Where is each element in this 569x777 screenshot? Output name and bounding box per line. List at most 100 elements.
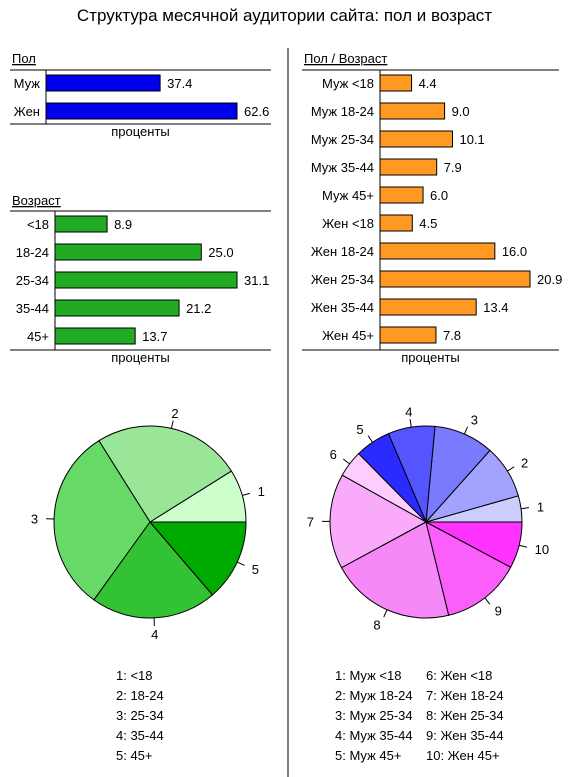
bar-category-label: Муж 18-24	[311, 104, 374, 119]
bar-value-label: 9.0	[452, 104, 470, 119]
bar	[379, 298, 477, 316]
legend-entry: 5: 45+	[116, 748, 153, 763]
pie-slice-label: 3	[471, 412, 478, 427]
bar-value-label: 7.8	[443, 328, 461, 343]
pie-slice-label: 5	[252, 562, 259, 577]
bar-category-label: Жен 18-24	[311, 244, 374, 259]
pie-slice	[340, 521, 450, 619]
bar-panel-0: Пол проценты Муж 37.4 Жен 62.6	[10, 51, 271, 139]
bar-value-label: 20.9	[537, 272, 562, 287]
bar-value-label: 7.9	[444, 160, 462, 175]
bar-value-label: 8.9	[114, 217, 132, 232]
pie-tick	[170, 420, 174, 429]
bar-category-label: Муж 35-44	[311, 160, 374, 175]
pie-slice	[53, 440, 151, 601]
legend-entry: 3: 25-34	[116, 708, 164, 723]
bar-value-label: 10.1	[459, 132, 484, 147]
pie-slice	[329, 474, 428, 569]
legend-entry: 4: 35-44	[116, 728, 164, 743]
bar-panel-1: Возраст проценты <18 8.9 18-24 25.0 25-34 31.1 3…	[10, 193, 271, 365]
legend-entry: 9: Жен 35-44	[426, 728, 504, 743]
bar-category-label: Жен 25-34	[311, 272, 374, 287]
bar-category-label: 45+	[27, 329, 49, 344]
pie-tick	[237, 561, 245, 566]
pie-slice-label: 8	[373, 617, 380, 632]
bar-value-label: 21.2	[186, 301, 211, 316]
bar	[54, 327, 136, 345]
bar	[379, 214, 413, 232]
bar-value-label: 25.0	[208, 245, 233, 260]
bar	[379, 74, 413, 92]
bar-category-label: Жен	[14, 104, 40, 119]
bar	[54, 243, 202, 261]
x-axis-label: проценты	[401, 350, 460, 365]
bar-category-label: 35-44	[16, 301, 49, 316]
pie-slice	[148, 521, 247, 596]
bar-value-label: 6.0	[430, 188, 448, 203]
legend-entry: 10: Жен 45+	[426, 748, 500, 763]
pie-tick	[383, 609, 388, 618]
bar	[379, 158, 438, 176]
legend-entry: 8: Жен 25-34	[426, 708, 504, 723]
pie-panel-1: 1 2 3 4 5 1: <18 2: 18-24 3: 25-34 4: 35-44 5: 45…	[31, 406, 265, 763]
bar-value-label: 62.6	[244, 104, 269, 119]
pie-slice-label: 3	[31, 511, 38, 526]
bar-category-label: Муж 45+	[322, 188, 374, 203]
chart-panels: Пол проценты Муж 37.4 Жен 62.6 Возраст проценты…	[10, 51, 562, 763]
pie-slice-label: 1	[258, 484, 265, 499]
pie-tick	[409, 419, 412, 428]
legend-entry: 4: Муж 35-44	[335, 728, 413, 743]
bar-panel-2: Пол / Возраст проценты Муж <18 4.4 Муж 18-24…	[302, 51, 562, 365]
pie-panel-2: 1 2 3 4 5 6 7 8 9 10 1: Муж <18 2: Муж 18-24 3: Муж …	[307, 404, 549, 763]
bar	[54, 299, 180, 317]
bar	[45, 102, 238, 120]
pie-tick	[507, 466, 515, 472]
pie-slice-label: 2	[521, 456, 528, 471]
pie-tick	[484, 597, 491, 605]
bar-category-label: Жен 35-44	[311, 300, 374, 315]
bar-category-label: Муж	[14, 76, 41, 91]
bar-value-label: 13.7	[142, 329, 167, 344]
bar-category-label: <18	[27, 217, 49, 232]
bar	[379, 130, 453, 148]
legend-entry: 7: Жен 18-24	[426, 688, 504, 703]
bar-panel-title: Возраст	[12, 193, 61, 208]
bar-value-label: 31.1	[244, 273, 269, 288]
bar-value-label: 13.4	[483, 300, 508, 315]
pie-slice-label: 1	[537, 500, 544, 515]
bar-category-label: Жен <18	[322, 216, 374, 231]
bar-category-label: Жен 45+	[322, 328, 374, 343]
bar	[45, 74, 161, 92]
bar	[54, 215, 108, 233]
pie-tick	[463, 426, 469, 435]
pie-slice-label: 4	[151, 627, 158, 642]
bar-category-label: Муж <18	[322, 76, 374, 91]
pie-slice-label: 10	[535, 542, 549, 557]
pie-slice-label: 9	[495, 603, 502, 618]
legend-entry: 5: Муж 45+	[335, 748, 401, 763]
legend-entry: 1: Муж <18	[335, 668, 401, 683]
bar	[379, 242, 496, 260]
x-axis-label: проценты	[111, 350, 170, 365]
pie-tick	[367, 435, 373, 443]
chart-title: Структура месячной аудитории сайта: пол …	[77, 6, 492, 25]
legend-entry: 6: Жен <18	[426, 668, 492, 683]
bar-panel-title: Пол / Возраст	[304, 51, 387, 66]
bar-value-label: 16.0	[502, 244, 527, 259]
pie-slice	[98, 425, 233, 523]
bar-panel-title: Пол	[12, 51, 36, 66]
x-axis-label: проценты	[111, 124, 170, 139]
bar-value-label: 37.4	[167, 76, 192, 91]
bar	[54, 271, 238, 289]
pie-slice-label: 2	[171, 406, 178, 421]
bar-category-label: Муж 25-34	[311, 132, 374, 147]
legend-entry: 1: <18	[116, 668, 153, 683]
legend-entry: 3: Муж 25-34	[335, 708, 413, 723]
bar	[379, 102, 446, 120]
pie-slice-label: 7	[307, 514, 314, 529]
pie-slice-label: 5	[356, 422, 363, 437]
pie-tick	[521, 507, 530, 510]
bar-category-label: 25-34	[16, 273, 49, 288]
bar	[379, 326, 437, 344]
